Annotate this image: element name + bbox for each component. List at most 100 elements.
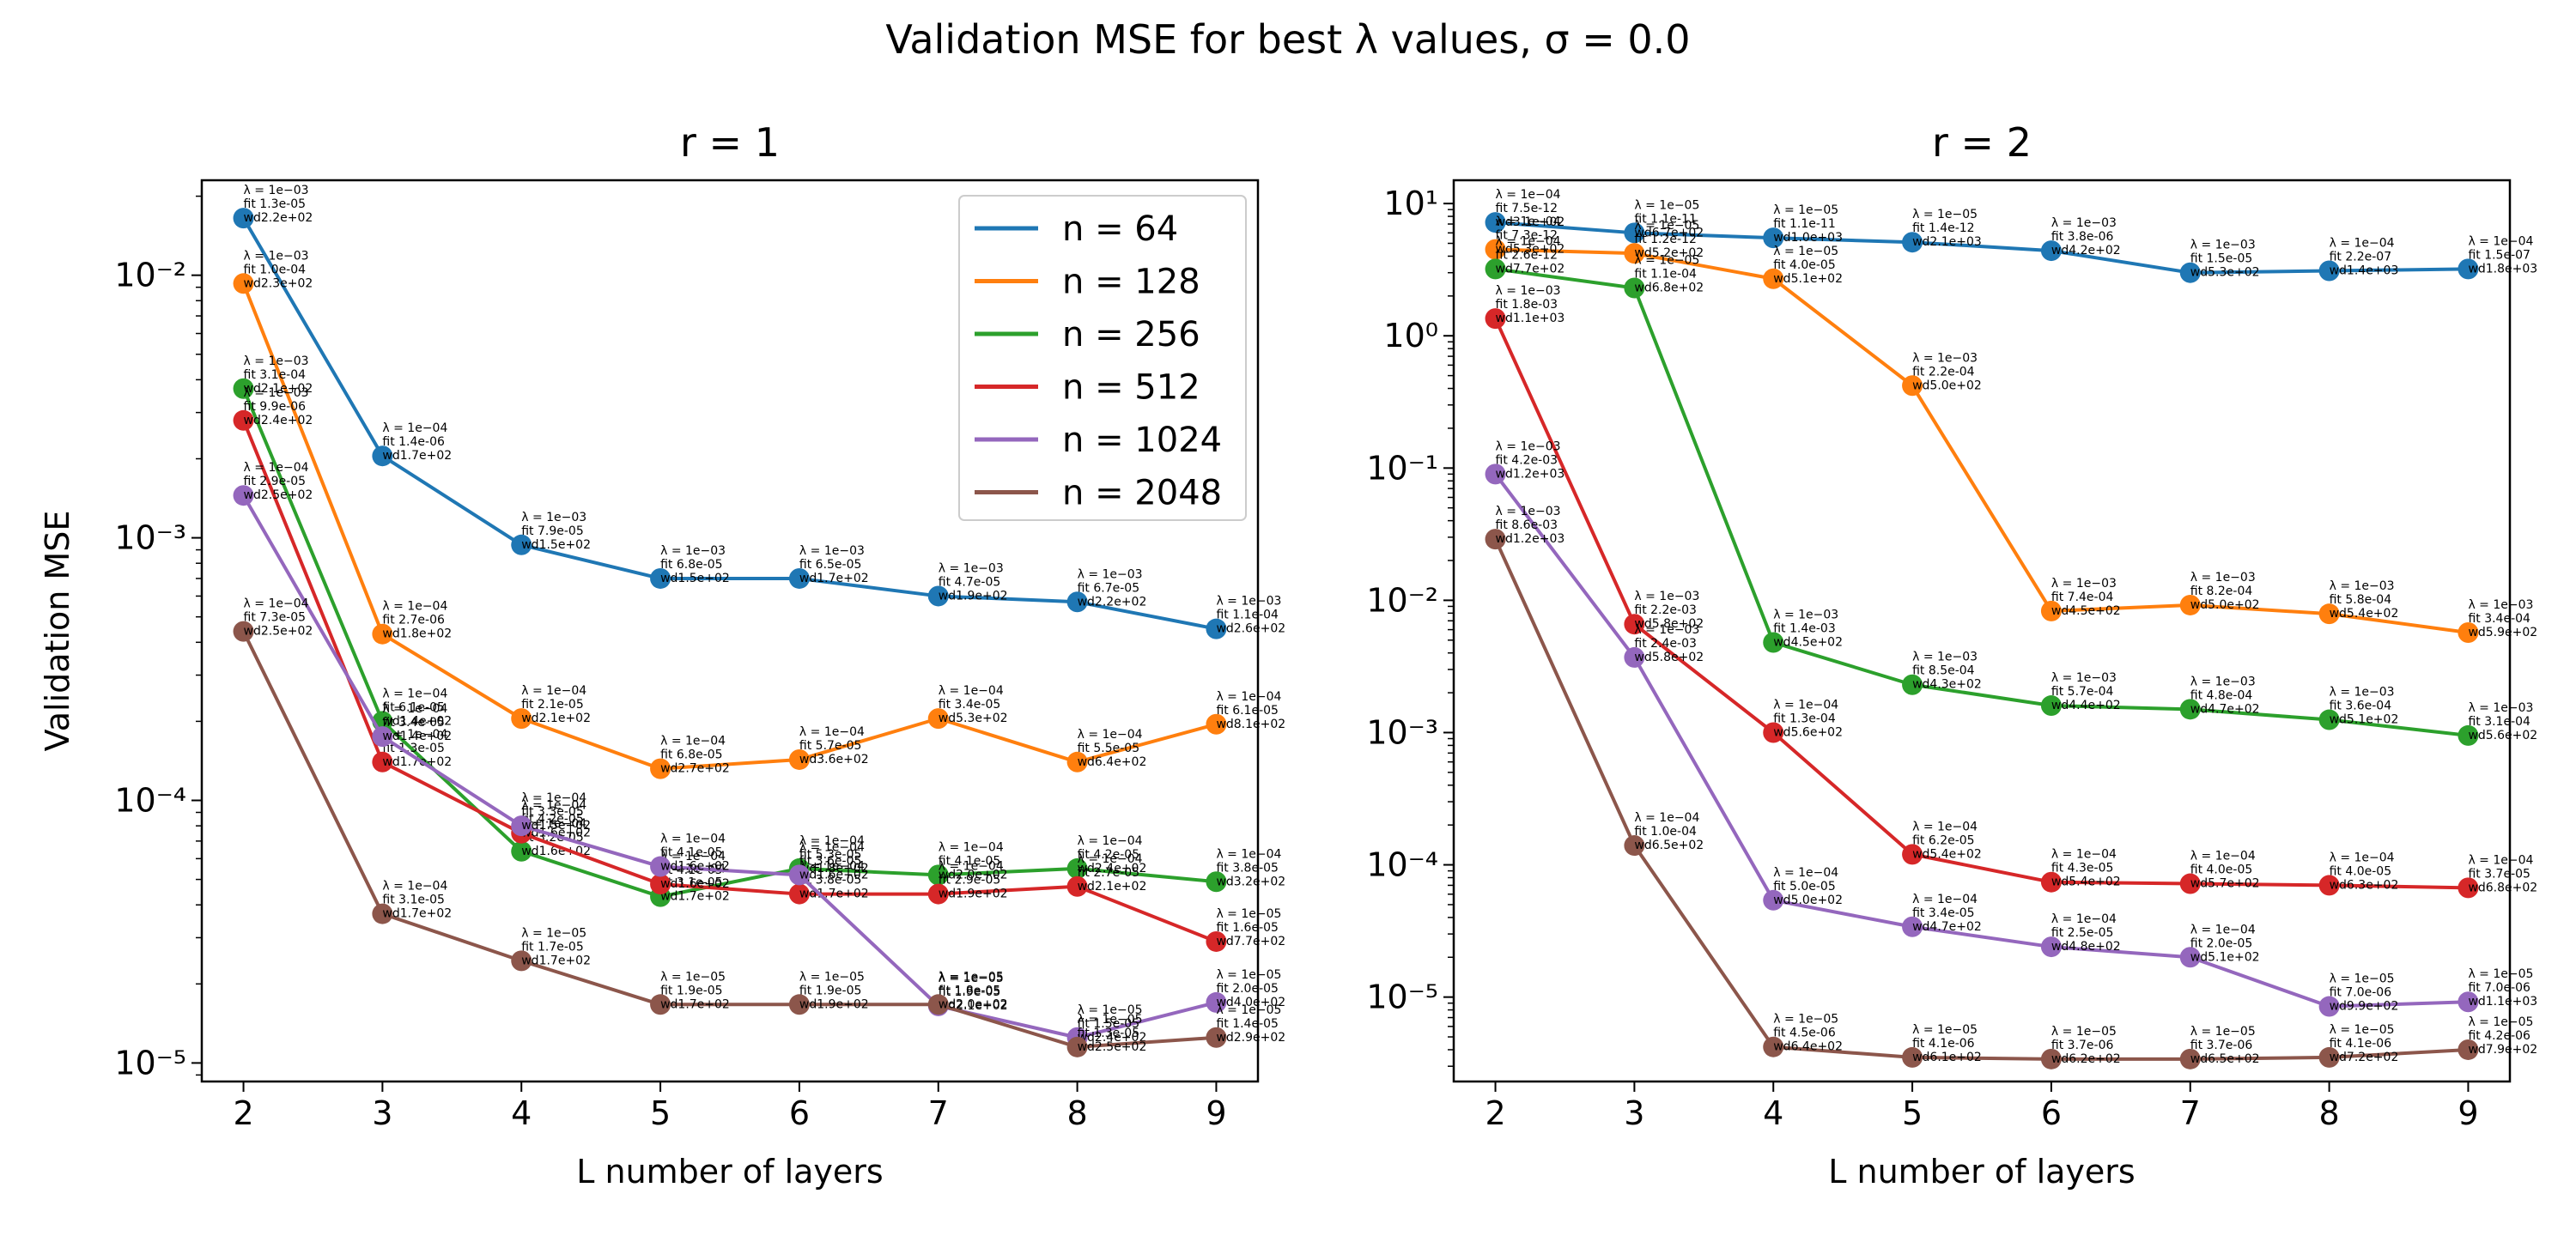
annotation-line: fit 1.0e-04 xyxy=(1634,825,1697,839)
annotation-line: fit 1.9e-05 xyxy=(939,985,1001,999)
annotation-line: λ = 1e−05 xyxy=(1216,907,1281,921)
annotation-line: wd1.8e+02 xyxy=(382,627,452,641)
annotation-line: fit 7.5e-12 xyxy=(1496,202,1558,215)
y-tick-label-r2: 10⁻³ xyxy=(1366,713,1438,751)
annotation-line: λ = 1e−03 xyxy=(2468,598,2533,612)
legend-entry-n2048: n = 2048 xyxy=(975,474,1222,513)
data-point-n128-L4-r1 xyxy=(511,708,532,730)
data-point-n128-L2-r1 xyxy=(233,273,254,294)
annotation-line: wd1.7e+02 xyxy=(660,890,730,904)
annotation-line: wd5.1e+02 xyxy=(1773,272,1843,286)
annotation-line: λ = 1e−05 xyxy=(2330,1023,2395,1037)
annotation-line: wd6.2e+02 xyxy=(2051,1052,2121,1066)
annotation-line: λ = 1e−04 xyxy=(1216,690,1281,704)
data-point-n1024-L2-r2 xyxy=(1485,464,1506,485)
annotation-line: fit 6.1e-05 xyxy=(1216,704,1279,718)
x-tick-label-r1-6: 6 xyxy=(789,1094,810,1132)
data-point-n1024-L6-r2 xyxy=(2040,936,2062,958)
data-point-n512-L5-r2 xyxy=(1902,844,1923,865)
annotation-line: fit 4.0e-05 xyxy=(2330,864,2392,878)
annotation-line: wd2.7e+02 xyxy=(660,762,730,776)
data-point-n2048-L5-r1 xyxy=(650,994,671,1015)
legend-entry-n128: n = 128 xyxy=(975,263,1200,302)
x-tick-label-r2-5: 5 xyxy=(1902,1094,1923,1132)
annotation-line: fit 1.4e-06 xyxy=(382,435,445,449)
annotation-line: fit 2.2e-07 xyxy=(2330,251,2392,264)
annotation-line: fit 2.6e-12 xyxy=(1496,248,1558,262)
annotation-line: wd4.2e+02 xyxy=(2051,244,2121,258)
annotation-line: λ = 1e−04 xyxy=(1078,852,1143,866)
annotation-line: wd1.9e+02 xyxy=(799,997,869,1011)
legend-label: n = 2048 xyxy=(1062,474,1222,513)
data-point-n2048-L8-r2 xyxy=(2318,1046,2340,1068)
annotation-line: fit 3.1e-04 xyxy=(244,368,307,382)
legend-label: n = 1024 xyxy=(1062,421,1222,460)
data-point-n1024-L4-r2 xyxy=(1763,889,1784,911)
annotation-line: fit 6.7e-05 xyxy=(1078,581,1140,595)
data-point-n64-L7-r1 xyxy=(927,585,949,607)
annotation-line: wd5.0e+02 xyxy=(1773,894,1843,907)
annotation-line: λ = 1e−05 xyxy=(1078,1013,1143,1027)
annotation-line: fit 5.0e-05 xyxy=(1773,880,1836,894)
x-tick-label-r2-7: 7 xyxy=(2180,1094,2201,1132)
data-point-n128-L4-r2 xyxy=(1763,268,1784,289)
data-point-n64-L8-r1 xyxy=(1066,591,1088,613)
annotation-line: wd7.7e+02 xyxy=(1496,262,1565,276)
data-point-n512-L3-r1 xyxy=(372,751,393,772)
data-point-n512-L9-r1 xyxy=(1206,930,1227,952)
data-point-n512-L6-r1 xyxy=(788,883,810,905)
figure-suptitle: Validation MSE for best λ values, σ = 0.… xyxy=(885,16,1690,63)
annotation-line: λ = 1e−04 xyxy=(244,597,309,611)
annotation-line: λ = 1e−03 xyxy=(2190,239,2256,252)
annotation-line: wd1.7e+02 xyxy=(521,954,591,967)
annotation-line: fit 3.8e-05 xyxy=(1216,861,1279,875)
annotation-line: wd3.6e+02 xyxy=(799,753,869,766)
annotation-line: λ = 1e−04 xyxy=(382,702,447,716)
annotation-line: λ = 1e−04 xyxy=(521,684,586,698)
annotation-line: λ = 1e−04 xyxy=(799,725,865,739)
annotation-line: λ = 1e−04 xyxy=(2468,234,2533,248)
data-point-n2048-L4-r1 xyxy=(511,950,532,972)
data-point-n256-L7-r1 xyxy=(927,864,949,886)
annotation-line: wd5.9e+02 xyxy=(2468,626,2537,639)
annotation-line: fit 4.8e-04 xyxy=(2190,688,2253,702)
annotation-line: fit 4.1e-06 xyxy=(2330,1037,2392,1051)
annotation-line: λ = 1e−03 xyxy=(2190,571,2256,585)
annotation-line: wd4.5e+02 xyxy=(1773,636,1843,650)
data-point-n1024-L9-r2 xyxy=(2458,991,2479,1013)
annotation-line: λ = 1e−03 xyxy=(1216,595,1281,609)
y-axis-label-r1: Validation MSE xyxy=(39,511,76,752)
annotation-line: λ = 1e−03 xyxy=(2190,675,2256,688)
annotation-line: fit 3.4e-04 xyxy=(2468,612,2530,626)
annotation-line: fit 1.1e-04 xyxy=(1634,267,1697,281)
annotation-line: λ = 1e−04 xyxy=(939,840,1004,854)
annotation-line: λ = 1e−04 xyxy=(2330,851,2395,864)
annotation-line: wd5.4e+02 xyxy=(1912,847,1982,861)
annotation-line: wd2.5e+02 xyxy=(244,488,313,502)
annotation-line: wd4.4e+02 xyxy=(2051,699,2121,712)
y-tick-label-r1: 10⁻⁵ xyxy=(114,1044,186,1082)
y-tick-label-r2: 10⁻⁵ xyxy=(1366,978,1438,1016)
annotation-line: λ = 1e−03 xyxy=(2330,579,2395,593)
annotation-line: wd2.0e+02 xyxy=(939,868,1008,882)
annotation-line: wd1.7e+02 xyxy=(799,572,869,585)
